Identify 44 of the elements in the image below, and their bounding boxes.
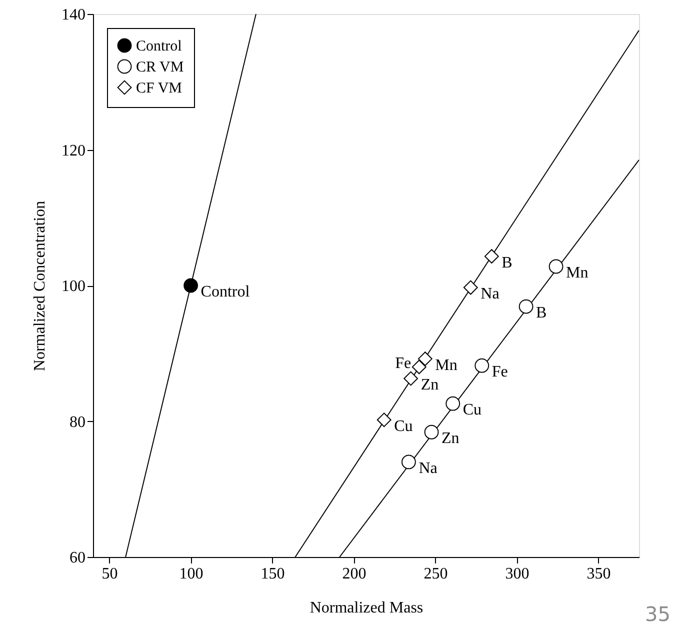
x-tick-label: 200: [342, 566, 366, 582]
point: [412, 360, 426, 374]
x-tick-label: 100: [179, 566, 204, 582]
point: [418, 352, 432, 366]
point: [548, 259, 564, 274]
point: [484, 249, 499, 264]
legend-label: CF VM: [136, 80, 182, 96]
point: [474, 358, 490, 373]
legend-label: CR VM: [136, 60, 184, 76]
data-label: Zn: [420, 376, 439, 394]
data-label: Cu: [394, 418, 413, 435]
data-label: Fe: [492, 364, 508, 381]
x-tick-label: 300: [505, 566, 530, 582]
data-label: Mn: [435, 356, 458, 374]
x-tick-label: 50: [102, 566, 118, 582]
data-label: Mn: [566, 264, 588, 282]
data-label: Fe: [395, 354, 412, 372]
point: [401, 454, 416, 470]
legend-label: Control: [136, 38, 182, 54]
x-tick-label: 250: [424, 566, 448, 582]
point: [518, 299, 534, 314]
point: [446, 396, 460, 411]
data-label: B: [502, 254, 512, 272]
y-tick-label: 100: [62, 278, 86, 295]
point: [404, 371, 418, 386]
data-label: Na: [418, 460, 438, 477]
y-tick-label: 60: [70, 550, 86, 566]
point: [184, 278, 198, 293]
data-label: Na: [480, 286, 500, 303]
data-label: Zn: [442, 430, 460, 448]
x-tick-label: 150: [260, 566, 285, 582]
point: [424, 424, 439, 440]
point: [376, 412, 392, 428]
data-label: Cu: [462, 402, 482, 419]
data-label: Control: [200, 284, 250, 300]
y-axis-title: Normalized Concentration: [32, 200, 48, 372]
x-tick-label: 350: [586, 566, 611, 582]
x-axis-title: Normalized Mass: [310, 600, 424, 616]
text: 35: [645, 602, 670, 626]
data-label: B: [536, 304, 547, 322]
y-tick-label: 140: [62, 6, 86, 24]
y-tick-label: 80: [70, 414, 86, 431]
point: [463, 280, 478, 295]
y-tick-label: 120: [62, 142, 86, 160]
